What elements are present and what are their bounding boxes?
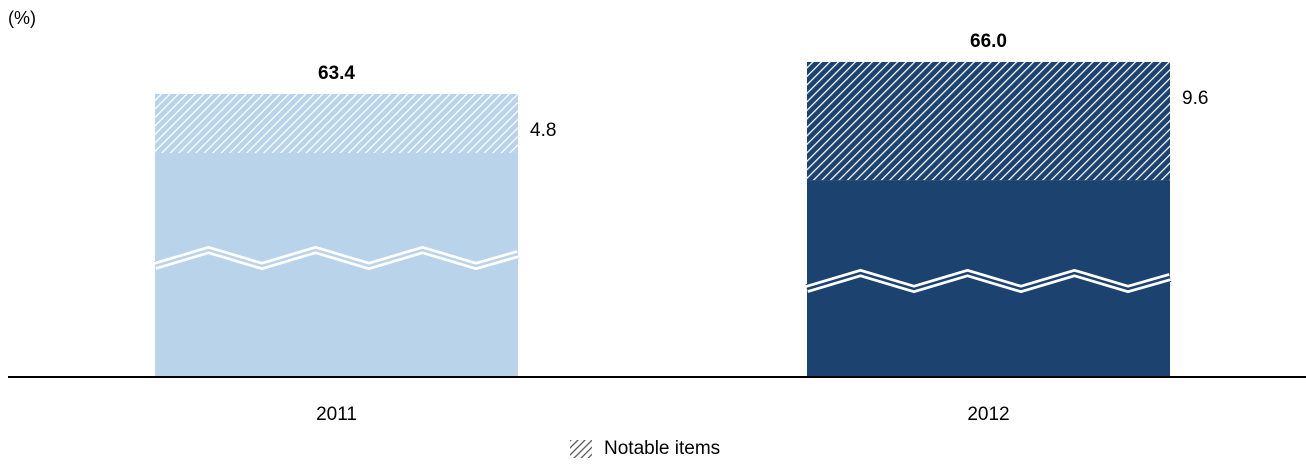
legend-label: Notable items (604, 438, 721, 459)
total-label-2011: 63.4 (318, 63, 355, 84)
bar-notable-items-2011 (155, 94, 518, 154)
x-tick-label-2011: 2011 (316, 404, 357, 425)
unit-label: (%) (8, 8, 36, 28)
notable-label-2011: 4.8 (530, 120, 556, 141)
legend-hatch-swatch (570, 440, 592, 458)
notable-label-2012: 9.6 (1182, 88, 1208, 109)
axis-break-inner-2012 (806, 271, 1171, 291)
bar-notable-items-2012 (807, 62, 1170, 181)
legend: Notable items (570, 438, 720, 460)
axis-break-inner-2011 (154, 248, 519, 268)
x-tick-label-2012: 2012 (967, 404, 1009, 425)
total-label-2012: 66.0 (970, 31, 1007, 52)
